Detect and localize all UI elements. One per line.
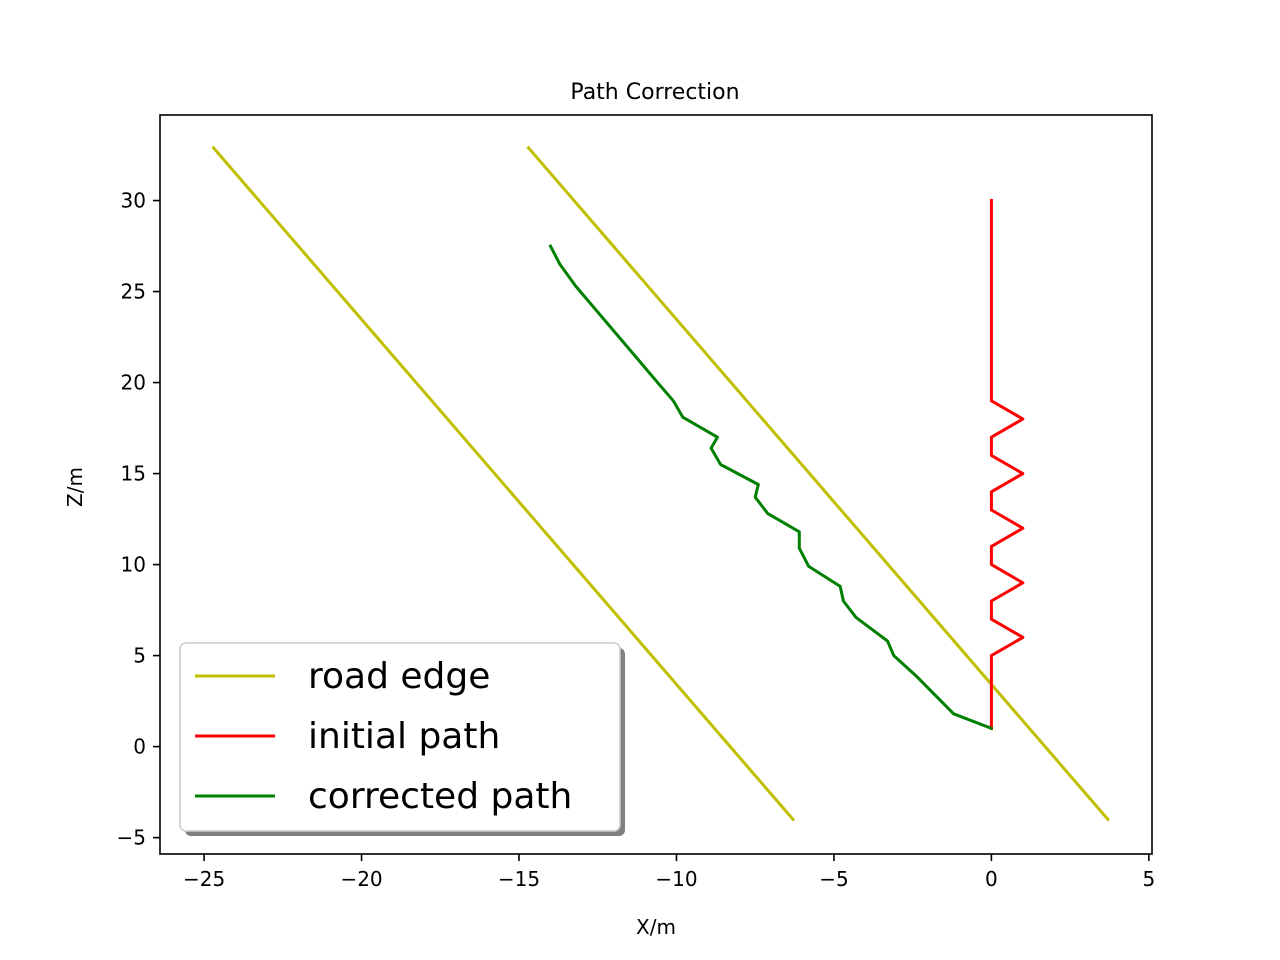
legend-label: corrected path: [308, 776, 572, 817]
y-tick-label: 25: [121, 280, 146, 304]
x-axis-ticks: −25 −20 −15 −10 −5 0 5: [183, 854, 1155, 891]
y-tick-label: 5: [133, 644, 146, 668]
chart-title: Path Correction: [570, 80, 739, 105]
legend-label: road edge: [308, 656, 490, 697]
legend: road edge initial path corrected path: [179, 642, 625, 836]
x-tick-label: −15: [498, 867, 540, 891]
legend-box: [179, 642, 621, 832]
x-tick-label: −10: [655, 867, 697, 891]
plot-lines: [211, 145, 1111, 822]
y-tick-label: 30: [121, 189, 146, 213]
y-axis-ticks: −5 0 5 10 15 20 25 30: [117, 189, 160, 850]
x-tick-label: −5: [819, 867, 848, 891]
legend-label: initial path: [308, 716, 500, 757]
y-tick-label: 0: [133, 735, 146, 759]
x-tick-label: 0: [985, 867, 998, 891]
series-line-road-edge-1: [526, 145, 1111, 822]
plot-frame: [159, 114, 1153, 855]
series-line-corrected-path-0: [548, 244, 994, 731]
series-line-initial-path-0: [989, 199, 1025, 730]
y-tick-label: 10: [121, 553, 146, 577]
x-axis-label: X/m: [636, 915, 676, 939]
y-tick-label: −5: [117, 826, 146, 850]
y-tick-label: 15: [121, 462, 146, 486]
x-tick-label: −25: [183, 867, 225, 891]
y-axis-label: Z/m: [63, 467, 87, 507]
y-tick-label: 20: [121, 371, 146, 395]
series-line-road-edge-0: [211, 145, 796, 822]
x-tick-label: −20: [340, 867, 382, 891]
x-tick-label: 5: [1142, 867, 1155, 891]
